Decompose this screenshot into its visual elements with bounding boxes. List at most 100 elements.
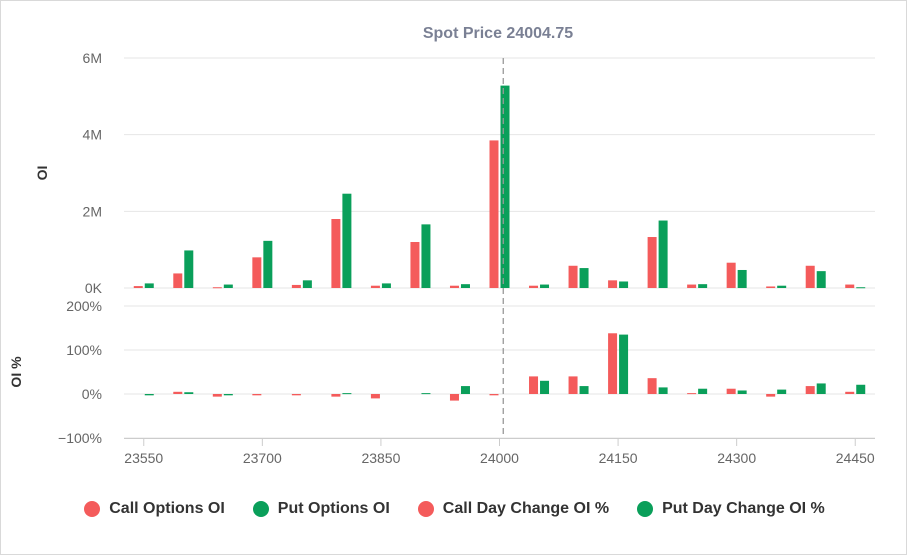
bar <box>698 388 708 394</box>
y-tick-label: 4M <box>83 127 102 143</box>
bar <box>331 394 341 397</box>
bar <box>489 394 499 396</box>
bar <box>687 393 697 395</box>
bar <box>133 286 143 288</box>
bar <box>608 280 618 288</box>
legend-label-put-oi: Put Options OI <box>277 500 390 517</box>
bar <box>737 269 747 288</box>
bar <box>252 257 262 288</box>
bar <box>540 284 550 288</box>
bar <box>291 394 301 396</box>
y-tick-label: 100% <box>66 342 102 358</box>
bar <box>856 287 866 289</box>
bar <box>579 386 589 394</box>
legend-item-put-oi[interactable]: Put Options OI <box>252 497 390 521</box>
bar <box>410 242 420 288</box>
legend-item-call-change[interactable]: Call Day Change OI % <box>417 497 610 521</box>
legend-marker-call-change <box>417 501 434 517</box>
y-tick-label: 6M <box>83 50 102 66</box>
bar <box>184 392 194 394</box>
bar <box>619 334 629 394</box>
x-tick-label: 24300 <box>717 450 756 466</box>
bar <box>370 394 380 399</box>
bar <box>805 265 815 288</box>
bar <box>421 224 431 288</box>
bar <box>302 280 312 288</box>
x-tick-label: 24000 <box>480 450 519 466</box>
legend-label-call-oi: Call Options OI <box>109 500 225 517</box>
bar <box>777 389 787 394</box>
bar <box>647 237 657 288</box>
legend-item-call-oi[interactable]: Call Options OI <box>84 497 225 521</box>
bar <box>647 378 657 394</box>
legend: Call Options OI Put Options OI Call Day … <box>1 497 907 521</box>
y-tick-label: 0K <box>85 280 103 296</box>
bar <box>816 383 826 394</box>
bar <box>291 284 301 288</box>
legend-marker-put-oi <box>252 501 269 517</box>
bar <box>223 394 233 396</box>
bar <box>737 390 747 394</box>
y-axis-title: OI % <box>8 356 24 388</box>
legend-marker-call-oi <box>84 501 101 517</box>
bar <box>619 281 629 288</box>
bars-layer <box>133 85 866 401</box>
y-tick-label: −100% <box>58 430 102 446</box>
bar <box>658 387 668 394</box>
bar <box>331 219 341 288</box>
bar <box>816 271 826 288</box>
bar <box>658 220 668 288</box>
bar <box>370 285 380 288</box>
bar <box>342 393 352 395</box>
bar <box>726 262 736 288</box>
bar <box>460 284 470 288</box>
bar <box>766 394 776 397</box>
grid-layer <box>124 57 875 439</box>
bar <box>529 376 539 394</box>
bar <box>212 287 222 289</box>
bar <box>460 386 470 394</box>
bar <box>500 85 510 288</box>
bar <box>856 384 866 394</box>
bar <box>540 380 550 394</box>
bar <box>777 285 787 288</box>
bar <box>579 268 589 288</box>
bar <box>223 284 233 288</box>
bar <box>184 250 194 288</box>
bar <box>342 193 352 288</box>
legend-label-put-change: Put Day Change OI % <box>662 500 825 517</box>
bar <box>449 394 459 401</box>
axis-layer: 0K 2M 4M 6M OI −100% 0% 100% 200% OI % 23550 23700 2… <box>8 50 875 466</box>
bar <box>173 273 183 288</box>
bar <box>845 391 855 394</box>
chart-title: Spot Price 24004.75 <box>423 25 573 42</box>
x-tick-label: 24150 <box>599 450 638 466</box>
oi-chart: Spot Price 24004.75 0K 2M 4M 6M OI −100% 0% 100… <box>8 25 875 466</box>
bar <box>381 283 391 288</box>
bar <box>173 391 183 394</box>
bar <box>568 265 578 288</box>
bar <box>608 333 618 394</box>
legend-label-call-change: Call Day Change OI % <box>442 500 610 517</box>
legend-item-put-change[interactable]: Put Day Change OI % <box>637 497 825 521</box>
bar <box>766 286 776 288</box>
x-tick-label: 23700 <box>243 450 282 466</box>
bar <box>568 376 578 394</box>
bar <box>144 283 154 288</box>
legend-marker-put-change <box>637 501 654 517</box>
bar <box>529 285 539 288</box>
bar <box>144 394 154 396</box>
y-axis-title: OI <box>34 166 50 181</box>
bar <box>252 394 262 396</box>
bar <box>489 140 499 288</box>
y-tick-label: 2M <box>83 203 102 219</box>
bar <box>421 393 431 395</box>
bar <box>805 386 815 394</box>
bar <box>687 284 697 288</box>
y-tick-label: 0% <box>82 386 102 402</box>
y-tick-label: 200% <box>66 298 102 314</box>
bar <box>698 284 708 288</box>
bar <box>263 240 273 288</box>
x-tick-label: 24450 <box>836 450 875 466</box>
